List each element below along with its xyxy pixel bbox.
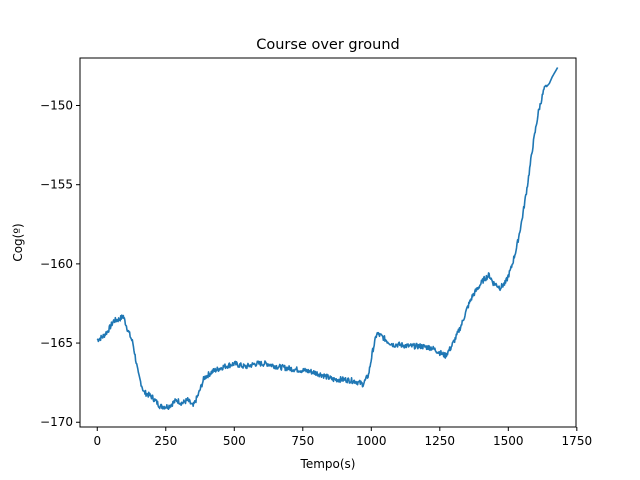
y-tick-label: −170 (40, 415, 73, 429)
y-tick-label: −155 (40, 178, 73, 192)
x-tick-label: 0 (93, 434, 101, 448)
series-line (96, 67, 559, 410)
x-tick-label: 1500 (493, 434, 524, 448)
x-tick-label: 500 (223, 434, 246, 448)
x-axis-label: Tempo(s) (300, 457, 356, 471)
x-tick-label: 1000 (356, 434, 387, 448)
y-axis-label: Cog(º) (11, 223, 25, 261)
y-tick-label: −150 (40, 99, 73, 113)
axis-ticks: 0 250 500 750 1000 1250 1500 1750 −170 −165 −160 −1… (40, 99, 592, 448)
y-tick-label: −160 (40, 257, 73, 271)
y-tick-label: −165 (40, 336, 73, 350)
x-tick-label: 750 (291, 434, 314, 448)
chart-title: Course over ground (256, 37, 399, 53)
x-tick-label: 1750 (562, 434, 593, 448)
x-tick-label: 250 (154, 434, 177, 448)
plot-frame (79, 57, 577, 428)
x-tick-label: 1250 (425, 434, 456, 448)
